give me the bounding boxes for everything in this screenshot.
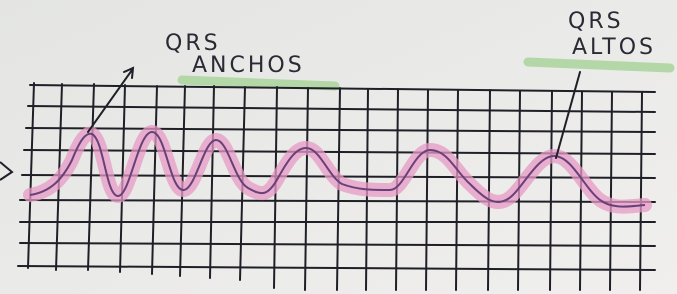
label: ANCHOS bbox=[192, 53, 305, 78]
highlight bbox=[528, 62, 670, 68]
drawing: QRS ANCHOS QRS ALTOS bbox=[0, 0, 677, 294]
highlight bbox=[182, 80, 335, 86]
label: QRS bbox=[568, 9, 624, 34]
label: ALTOS bbox=[572, 35, 656, 60]
